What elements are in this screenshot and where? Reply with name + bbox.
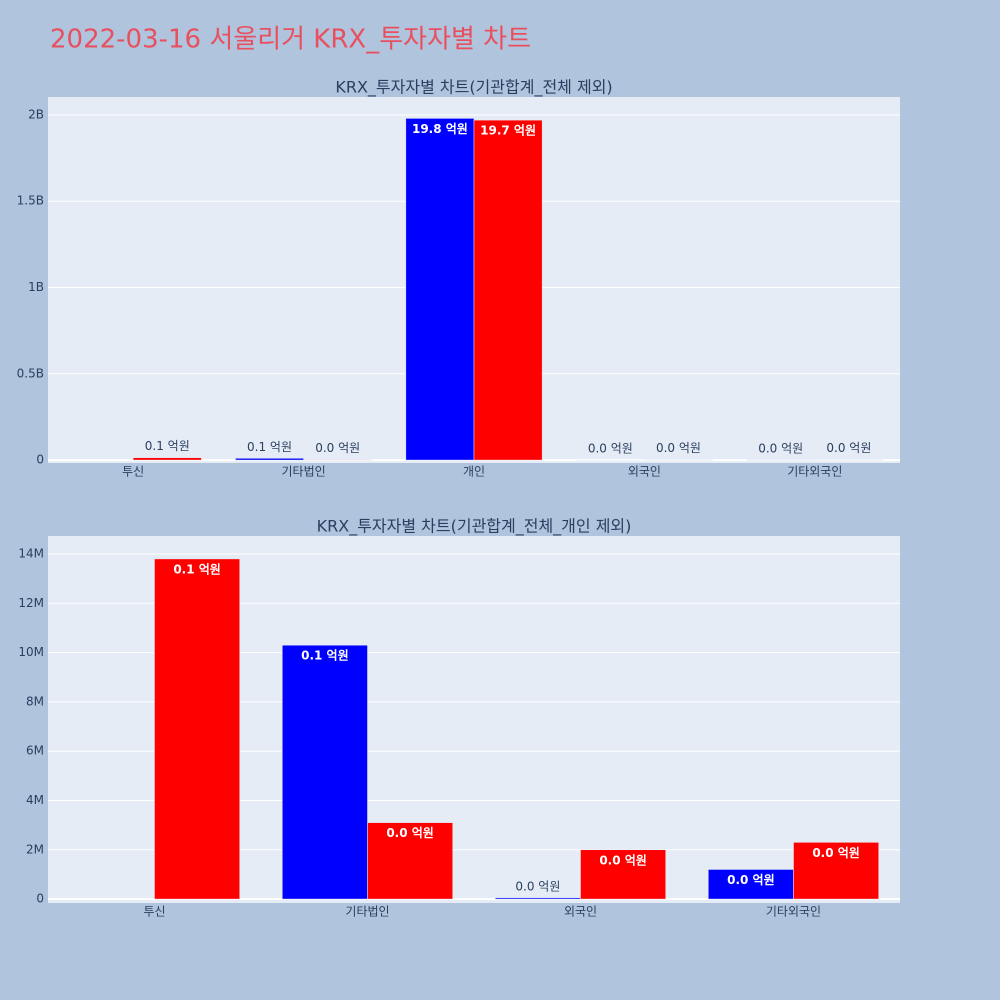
- data-label: 0.0 억원: [315, 441, 360, 455]
- y-tick-label: 10M: [18, 645, 44, 659]
- bar: [495, 897, 581, 900]
- chart-title: KRX_투자자별 차트(기관합계_전체_개인 제외): [317, 517, 632, 537]
- x-tick-label: 외국인: [564, 905, 597, 919]
- bar: [303, 459, 373, 461]
- y-tick-label: 2B: [28, 107, 44, 121]
- y-tick-label: 0.5B: [17, 366, 44, 380]
- y-tick-label: 0: [36, 453, 44, 467]
- data-label: 0.0 억원: [599, 853, 647, 867]
- bar: [405, 118, 475, 461]
- data-label: 0.0 억원: [656, 441, 701, 455]
- data-label: 0.0 억원: [812, 846, 860, 860]
- data-label: 0.1 억원: [301, 649, 349, 663]
- chart-title: KRX_투자자별 차트(기관합계_전체 제외): [335, 78, 612, 98]
- bar: [367, 822, 453, 900]
- bar: [473, 119, 543, 461]
- x-tick-label: 개인: [463, 465, 485, 479]
- bar: [793, 842, 879, 900]
- x-tick-label: 투신: [143, 905, 165, 919]
- y-tick-label: 12M: [18, 596, 44, 610]
- page-title: 2022-03-16 서울리거 KRX_투자자별 차트: [50, 25, 531, 55]
- bar: [235, 458, 304, 461]
- data-label: 19.7 억원: [480, 124, 536, 138]
- y-tick-label: 14M: [18, 546, 44, 560]
- data-label: 0.0 억원: [826, 441, 871, 455]
- y-tick-label: 8M: [26, 694, 44, 708]
- bar: [154, 558, 240, 900]
- data-label: 0.0 억원: [515, 879, 560, 893]
- data-label: 0.0 억원: [588, 442, 633, 456]
- bar: [580, 849, 666, 900]
- x-tick-label: 투신: [122, 465, 144, 479]
- x-tick-label: 기타외국인: [766, 905, 821, 919]
- y-tick-label: 0: [36, 892, 44, 906]
- data-label: 0.0 억원: [386, 826, 434, 840]
- x-tick-label: 외국인: [628, 465, 661, 479]
- data-label: 0.0 억원: [727, 873, 775, 887]
- y-tick-label: 1.5B: [17, 194, 44, 208]
- bar: [132, 457, 202, 461]
- x-tick-label: 기타외국인: [787, 465, 842, 479]
- x-tick-label: 기타법인: [282, 465, 326, 479]
- data-label: 0.0 억원: [758, 441, 803, 455]
- data-label: 0.1 억원: [145, 439, 190, 453]
- y-tick-label: 6M: [26, 744, 44, 758]
- y-tick-label: 2M: [26, 842, 44, 856]
- data-label: 0.1 억원: [173, 562, 221, 576]
- data-label: 19.8 억원: [412, 122, 468, 136]
- x-tick-label: 기타법인: [345, 905, 389, 919]
- y-tick-label: 1B: [28, 280, 44, 294]
- data-label: 0.1 억원: [247, 440, 292, 454]
- bar: [708, 869, 794, 900]
- bar: [282, 644, 368, 900]
- y-tick-label: 4M: [26, 793, 44, 807]
